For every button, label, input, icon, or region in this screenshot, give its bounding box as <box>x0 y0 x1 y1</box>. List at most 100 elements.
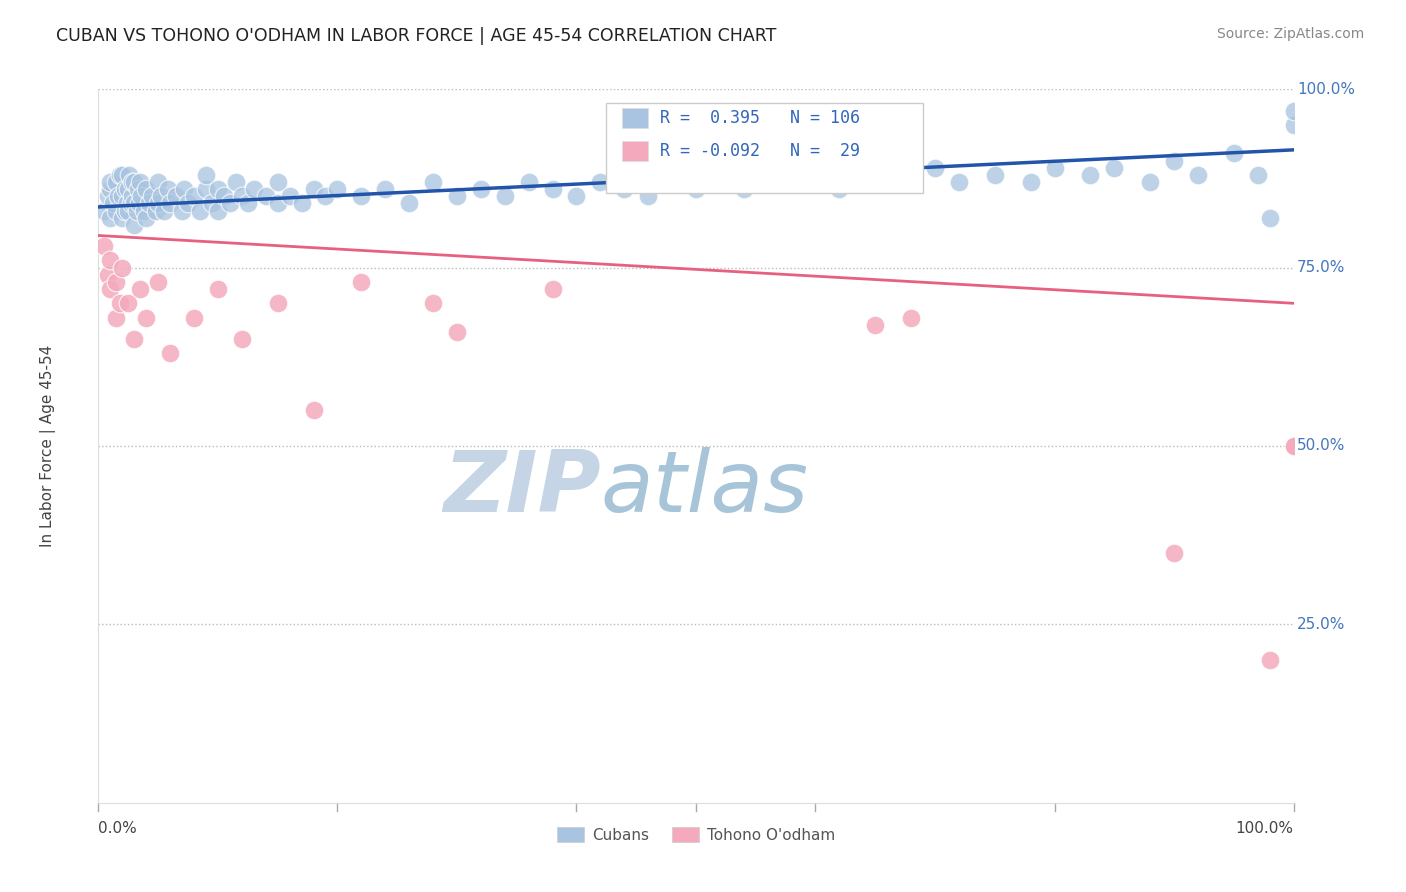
Point <box>118 168 141 182</box>
Point <box>243 182 266 196</box>
Text: In Labor Force | Age 45-54: In Labor Force | Age 45-54 <box>41 345 56 547</box>
Point <box>108 296 131 310</box>
Point <box>93 203 115 218</box>
Point <box>132 203 155 218</box>
Point <box>517 175 540 189</box>
Point <box>207 282 229 296</box>
Point <box>685 182 707 196</box>
Point <box>1247 168 1270 182</box>
Point <box>121 175 143 189</box>
Point <box>188 203 211 218</box>
Text: R =  0.395   N = 106: R = 0.395 N = 106 <box>661 110 860 128</box>
Text: 50.0%: 50.0% <box>1298 439 1346 453</box>
Point <box>159 346 181 360</box>
Point <box>1282 103 1305 118</box>
Point <box>183 189 205 203</box>
Point <box>148 196 170 211</box>
Point <box>98 211 122 225</box>
FancyBboxPatch shape <box>621 141 648 161</box>
Point <box>195 182 218 196</box>
Text: R = -0.092   N =  29: R = -0.092 N = 29 <box>661 142 860 160</box>
Point <box>302 182 325 196</box>
Point <box>1163 546 1185 560</box>
Point <box>637 189 659 203</box>
Point <box>267 196 290 211</box>
Point <box>135 182 157 196</box>
Text: 100.0%: 100.0% <box>1236 821 1294 836</box>
Point <box>852 168 875 182</box>
Point <box>1258 653 1281 667</box>
Point <box>125 203 148 218</box>
Text: atlas: atlas <box>600 447 808 531</box>
Point <box>127 182 149 196</box>
Point <box>141 189 163 203</box>
Point <box>1163 153 1185 168</box>
Point <box>101 196 124 211</box>
Point <box>148 275 170 289</box>
Text: CUBAN VS TOHONO O'ODHAM IN LABOR FORCE | AGE 45-54 CORRELATION CHART: CUBAN VS TOHONO O'ODHAM IN LABOR FORCE |… <box>56 27 776 45</box>
Point <box>97 268 120 282</box>
Point <box>254 189 277 203</box>
Point <box>1223 146 1246 161</box>
Point <box>446 325 468 339</box>
Point <box>93 239 115 253</box>
Point <box>756 168 779 182</box>
Point <box>1139 175 1161 189</box>
Point <box>128 196 150 211</box>
Point <box>105 203 128 218</box>
Point <box>111 211 134 225</box>
Point <box>231 332 253 346</box>
Point <box>565 189 588 203</box>
Point <box>613 182 636 196</box>
Point <box>876 175 898 189</box>
Point <box>105 175 128 189</box>
Point <box>709 175 731 189</box>
Point <box>117 296 139 310</box>
Point <box>207 182 229 196</box>
Point <box>804 175 827 189</box>
Point <box>172 203 194 218</box>
Point <box>177 196 200 211</box>
Point <box>589 175 612 189</box>
Point <box>124 196 146 211</box>
Point <box>1104 161 1126 175</box>
Point <box>350 189 373 203</box>
Point <box>212 189 235 203</box>
Point <box>195 168 218 182</box>
Point <box>661 175 683 189</box>
Point <box>117 203 139 218</box>
Point <box>124 175 146 189</box>
Point <box>138 196 160 211</box>
Point <box>135 211 157 225</box>
Text: 25.0%: 25.0% <box>1298 617 1346 632</box>
Legend: Cubans, Tohono O'odham: Cubans, Tohono O'odham <box>551 821 841 848</box>
Point <box>231 189 253 203</box>
Point <box>107 189 129 203</box>
Point <box>120 196 142 211</box>
Point <box>173 182 195 196</box>
Point <box>165 189 187 203</box>
Point <box>98 182 122 196</box>
Point <box>733 182 755 196</box>
Point <box>278 189 301 203</box>
Point <box>111 168 134 182</box>
Point <box>148 175 170 189</box>
Point <box>105 275 128 289</box>
Point <box>1043 161 1066 175</box>
Point <box>948 175 970 189</box>
Point <box>108 168 131 182</box>
Point <box>1187 168 1209 182</box>
Point <box>98 253 122 268</box>
Text: 75.0%: 75.0% <box>1298 260 1346 275</box>
Point <box>291 196 314 211</box>
Point <box>326 182 349 196</box>
Point <box>207 203 229 218</box>
Point <box>98 175 122 189</box>
Point <box>1282 439 1305 453</box>
Point <box>121 189 143 203</box>
Point <box>1019 175 1042 189</box>
Point <box>374 182 396 196</box>
Point <box>900 310 922 325</box>
Point <box>236 196 259 211</box>
Point <box>780 175 803 189</box>
